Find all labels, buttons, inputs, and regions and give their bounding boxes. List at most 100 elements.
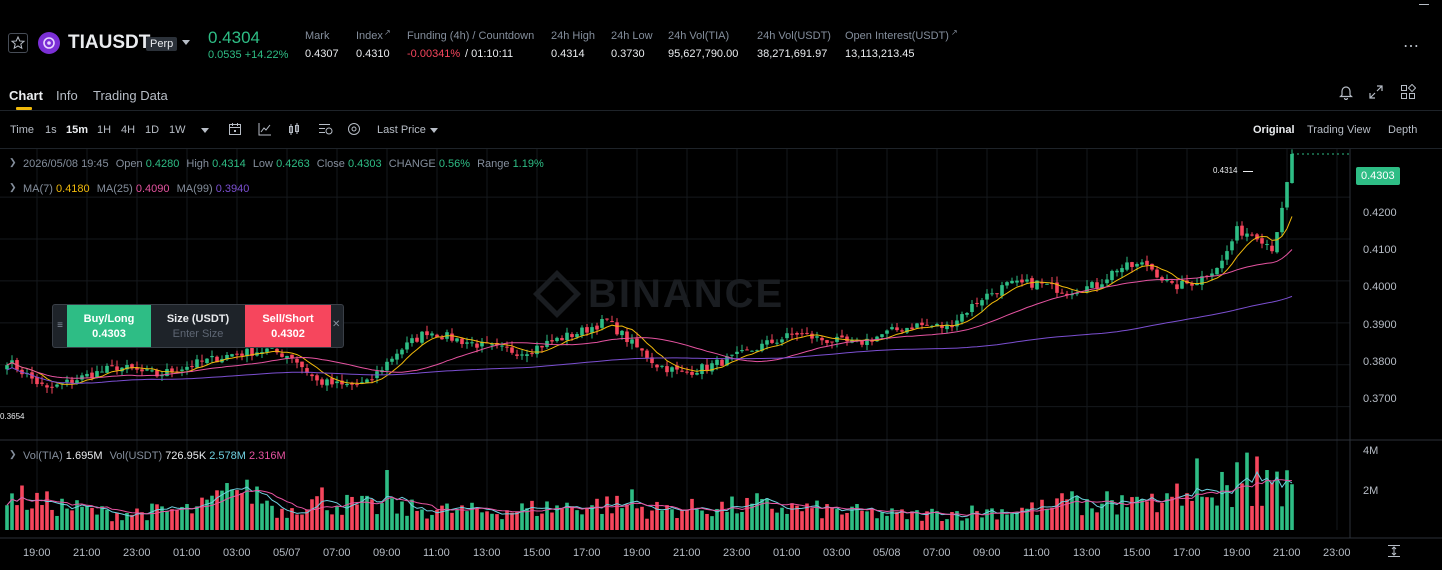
view-original[interactable]: Original [1253,124,1295,136]
volume-bar [910,511,914,530]
volume-bar [1205,497,1209,530]
index-label[interactable]: Index [356,30,383,42]
interval-dropdown-icon[interactable] [201,128,209,133]
interval-1d[interactable]: 1D [145,124,160,136]
volume-bar [805,503,809,530]
volume-bar [690,498,694,530]
volume-bar [265,500,269,530]
volume-bar [675,518,679,530]
open-interest-label[interactable]: Open Interest(USDT) [845,30,949,42]
volume-bar [200,497,204,530]
volume-bar [735,513,739,530]
candle-body [860,340,864,345]
reset-scale-icon[interactable] [1387,544,1401,563]
tab-info[interactable]: Info [56,88,78,103]
layout-grid-icon[interactable] [1400,83,1417,105]
candle-body [360,382,364,384]
candle-style-icon[interactable] [287,122,301,141]
candle-body [1090,282,1094,288]
candle-body [1150,263,1154,270]
volume-bar [220,490,224,530]
mark-value: 0.4307 [305,48,339,60]
volume-bar [940,521,944,530]
time-axis-label: 15:00 [1123,547,1151,559]
interval-1h[interactable]: 1H [97,124,112,136]
price-type-dropdown-icon[interactable] [430,128,438,133]
display-settings-icon[interactable] [347,122,361,141]
more-options-icon[interactable]: ⋯ [1403,38,1420,55]
collapse-legend-icon[interactable]: ❯ [9,157,17,167]
volume-bar [700,510,704,530]
volume-bar [1035,514,1039,530]
low-label: Low [252,158,273,170]
candle-body [5,365,9,370]
time-axis-label: 09:00 [373,547,401,559]
size-input[interactable]: Size (USDT) Enter Size [151,305,245,347]
low-24h-value: 0.3730 [611,48,645,60]
time-axis-label: 11:00 [1023,547,1050,559]
buy-long-button[interactable]: Buy/Long 0.4303 [67,305,151,347]
drag-handle-icon[interactable]: ≡ [57,320,63,331]
volume-bar [710,516,714,530]
tab-chart[interactable]: Chart [9,88,43,103]
volume-bar [1190,500,1194,530]
high-label: High [186,158,210,170]
price-axis-label: 0.4100 [1363,244,1397,256]
time-axis-label: 19:00 [623,547,651,559]
volume-bar [1055,498,1059,530]
view-depth[interactable]: Depth [1388,124,1418,136]
candle-body [240,353,244,356]
volume-bar [630,489,634,530]
collapse-volume-icon[interactable]: ❯ [9,449,17,459]
bell-icon[interactable] [1339,84,1353,105]
volume-bar [645,518,649,530]
interval-time[interactable]: Time [10,124,35,136]
candle-body [570,334,574,337]
volume-bar [60,498,64,530]
candle-body [620,330,624,336]
price-axis-label: 0.3900 [1363,319,1397,331]
volume-bar [870,508,874,530]
candle-body [145,369,149,371]
time-axis-label: 23:00 [1323,547,1351,559]
calendar-icon[interactable] [228,122,242,141]
candle-body [710,363,714,372]
volume-bar [1115,514,1119,530]
buy-long-price: 0.4303 [92,328,126,340]
sell-short-button[interactable]: Sell/Short 0.4302 [245,305,331,347]
close-icon[interactable]: ✕ [332,319,341,330]
symbol-name[interactable]: TIAUSDT [68,32,151,53]
candle-body [820,337,824,341]
interval-1s[interactable]: 1s [45,124,57,136]
indicator-icon[interactable] [258,122,272,141]
volume-bar [620,508,624,530]
symbol-dropdown-icon[interactable] [182,40,190,45]
candle-body [770,339,774,343]
volume-bar [50,509,54,530]
candle-body [140,369,144,372]
tab-trading-data[interactable]: Trading Data [93,88,168,103]
volume-bar [960,520,964,530]
chart-settings-icon[interactable] [318,122,334,141]
favorite-star-icon[interactable] [8,33,28,53]
candle-body [685,371,689,373]
volume-bar [635,508,639,530]
candle-body [945,324,949,330]
fullscreen-icon[interactable] [1368,84,1384,105]
candle-body [45,385,49,388]
volume-bar [1225,485,1229,530]
volume-bar [680,509,684,530]
volume-bar [175,509,179,530]
volume-bar [20,485,24,530]
price-type-select[interactable]: Last Price [377,124,426,136]
interval-15m[interactable]: 15m [66,124,89,136]
candle-body [1085,286,1089,293]
window-collapse-icon[interactable] [1419,4,1429,5]
volume-bar [925,511,929,530]
low-marker: 0.3654 [0,412,25,421]
view-trading-view[interactable]: Trading View [1307,124,1371,136]
collapse-ma-icon[interactable]: ❯ [9,182,17,192]
interval-1w[interactable]: 1W [169,124,186,136]
interval-4h[interactable]: 4H [121,124,136,136]
